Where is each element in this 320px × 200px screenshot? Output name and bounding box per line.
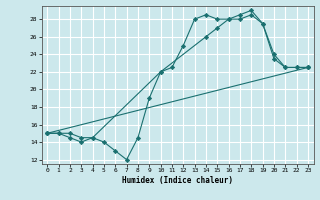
X-axis label: Humidex (Indice chaleur): Humidex (Indice chaleur) (122, 176, 233, 185)
